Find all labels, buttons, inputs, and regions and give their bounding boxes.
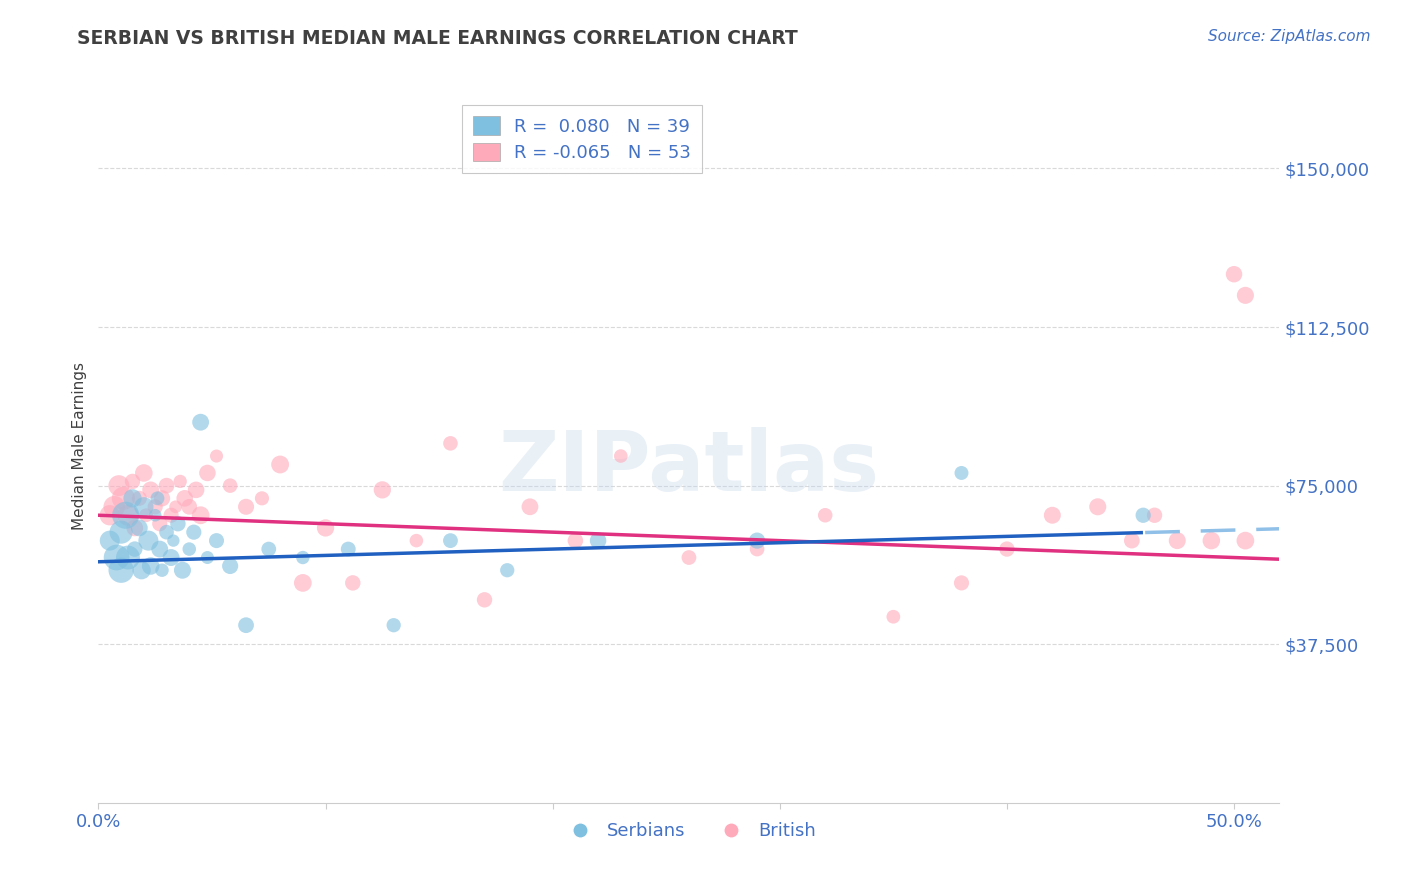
Point	[160, 550, 183, 565]
Point	[143, 508, 166, 523]
Point	[155, 478, 177, 492]
Point	[1201, 533, 1223, 548]
Point	[1132, 508, 1154, 523]
Point	[610, 449, 633, 463]
Point	[197, 466, 219, 480]
Point	[160, 508, 183, 523]
Point	[315, 521, 337, 535]
Point	[110, 525, 132, 540]
Point	[173, 491, 195, 506]
Point	[149, 542, 172, 557]
Point	[1234, 533, 1257, 548]
Point	[291, 575, 314, 590]
Point	[132, 466, 155, 480]
Point	[405, 533, 427, 548]
Point	[179, 500, 201, 514]
Point	[179, 542, 201, 557]
Point	[235, 618, 257, 632]
Point	[496, 563, 519, 577]
Point	[149, 516, 172, 531]
Point	[143, 500, 166, 514]
Point	[745, 542, 768, 557]
Point	[150, 491, 173, 506]
Point	[950, 575, 973, 590]
Point	[165, 500, 187, 514]
Point	[98, 508, 121, 523]
Point	[586, 533, 609, 548]
Point	[564, 533, 586, 548]
Text: SERBIAN VS BRITISH MEDIAN MALE EARNINGS CORRELATION CHART: SERBIAN VS BRITISH MEDIAN MALE EARNINGS …	[77, 29, 799, 47]
Point	[678, 550, 700, 565]
Point	[371, 483, 394, 497]
Point	[1234, 288, 1257, 302]
Point	[745, 533, 768, 548]
Point	[169, 475, 191, 489]
Point	[139, 483, 162, 497]
Point	[1166, 533, 1188, 548]
Point	[439, 436, 461, 450]
Point	[139, 559, 162, 574]
Point	[205, 533, 228, 548]
Point	[124, 542, 146, 557]
Point	[128, 491, 150, 506]
Point	[146, 491, 169, 506]
Point	[519, 500, 541, 514]
Point	[131, 563, 153, 577]
Point	[103, 500, 125, 514]
Point	[121, 475, 143, 489]
Text: Source: ZipAtlas.com: Source: ZipAtlas.com	[1208, 29, 1371, 44]
Point	[1087, 500, 1109, 514]
Point	[105, 550, 128, 565]
Point	[150, 563, 173, 577]
Point	[124, 521, 146, 535]
Point	[1143, 508, 1166, 523]
Point	[291, 550, 314, 565]
Point	[167, 516, 190, 531]
Point	[108, 478, 131, 492]
Point	[128, 521, 150, 535]
Point	[190, 508, 212, 523]
Point	[183, 525, 205, 540]
Point	[135, 508, 157, 523]
Point	[814, 508, 837, 523]
Point	[995, 542, 1018, 557]
Point	[219, 478, 242, 492]
Point	[337, 542, 360, 557]
Point	[205, 449, 228, 463]
Point	[257, 542, 280, 557]
Point	[112, 491, 135, 506]
Point	[1040, 508, 1063, 523]
Point	[117, 550, 139, 565]
Point	[1121, 533, 1143, 548]
Point	[474, 592, 496, 607]
Point	[950, 466, 973, 480]
Point	[121, 491, 143, 506]
Point	[382, 618, 405, 632]
Point	[235, 500, 257, 514]
Point	[1223, 267, 1246, 281]
Point	[114, 508, 136, 523]
Point	[110, 563, 132, 577]
Point	[172, 563, 194, 577]
Point	[197, 550, 219, 565]
Point	[219, 559, 242, 574]
Y-axis label: Median Male Earnings: Median Male Earnings	[72, 362, 87, 530]
Point	[98, 533, 121, 548]
Legend: Serbians, British: Serbians, British	[555, 815, 823, 847]
Point	[117, 508, 139, 523]
Point	[132, 500, 155, 514]
Point	[342, 575, 364, 590]
Point	[138, 533, 160, 548]
Point	[155, 525, 177, 540]
Point	[882, 609, 904, 624]
Point	[269, 458, 291, 472]
Point	[162, 533, 184, 548]
Point	[184, 483, 207, 497]
Point	[439, 533, 461, 548]
Text: ZIPatlas: ZIPatlas	[499, 427, 879, 508]
Point	[250, 491, 273, 506]
Point	[190, 415, 212, 429]
